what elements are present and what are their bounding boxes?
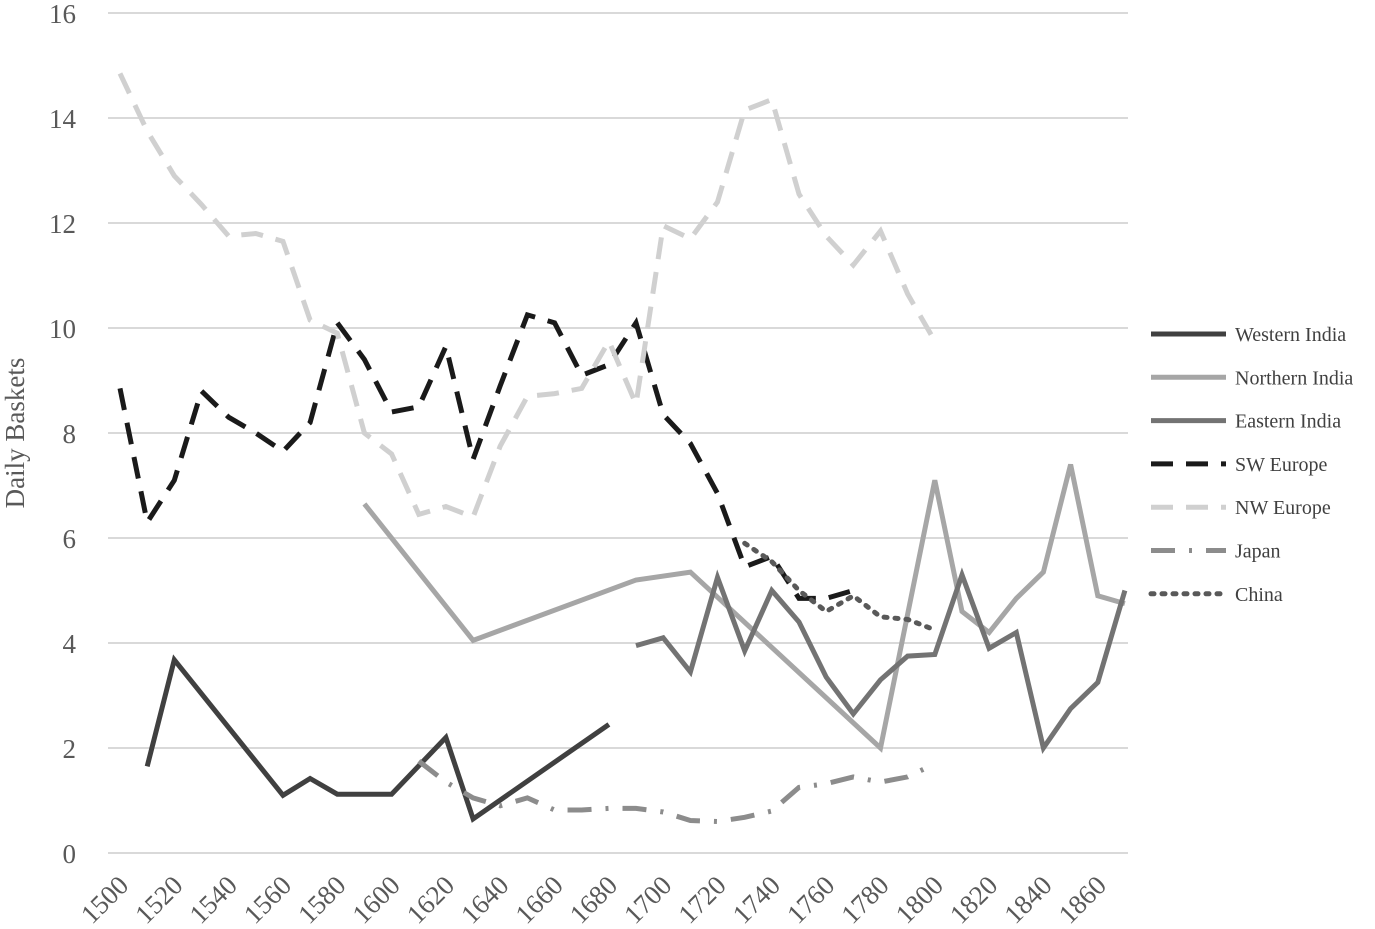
series-line: [144, 654, 611, 823]
y-tick-label: 6: [63, 524, 77, 554]
y-tick-label: 2: [63, 734, 77, 764]
x-tick-label: 1780: [835, 870, 894, 929]
series-line: [362, 463, 1126, 753]
series-line: [117, 311, 854, 601]
x-tick-label: 1740: [727, 870, 786, 929]
series-line: [742, 540, 938, 633]
y-tick-label: 10: [49, 314, 76, 344]
gridlines: [108, 12, 1128, 854]
legend-label: Japan: [1235, 541, 1281, 563]
y-tick-label: 4: [63, 629, 77, 659]
x-tick-label: 1800: [890, 870, 949, 929]
series-line: [635, 567, 1128, 755]
legend-label: NW Europe: [1235, 497, 1331, 519]
x-tick-label: 1520: [129, 870, 188, 929]
x-tick-label: 1720: [672, 870, 731, 929]
y-tick-label: 14: [49, 104, 77, 134]
y-axis-ticks: 0 2 4 6 8 10 12 14 16: [49, 0, 77, 869]
legend: Western India Northern India Eastern India…: [1148, 324, 1353, 606]
x-tick-label: 1540: [183, 870, 242, 929]
series-line: [417, 759, 936, 825]
x-tick-label: 1860: [1053, 870, 1112, 929]
x-tick-label: 1700: [618, 870, 677, 929]
x-tick-label: 1760: [781, 870, 840, 929]
series-line: [117, 72, 937, 521]
x-tick-label: 1820: [944, 870, 1003, 929]
legend-label: China: [1235, 584, 1283, 606]
y-axis-title: Daily Baskets: [0, 358, 30, 509]
y-tick-label: 12: [49, 209, 76, 239]
x-tick-label: 1620: [401, 870, 460, 929]
x-axis-ticks: 1500152015401560158016001620164016601680…: [75, 870, 1112, 929]
y-tick-label: 0: [63, 839, 77, 869]
plot-area: [117, 72, 1128, 825]
legend-label: Northern India: [1235, 367, 1353, 389]
x-tick-label: 1660: [509, 870, 568, 929]
x-tick-label: 1840: [998, 870, 1057, 929]
x-tick-label: 1560: [238, 870, 297, 929]
x-tick-label: 1500: [75, 870, 134, 929]
x-tick-label: 1680: [564, 870, 623, 929]
legend-label: Western India: [1235, 324, 1346, 346]
x-tick-label: 1580: [292, 870, 351, 929]
legend-label: SW Europe: [1235, 454, 1328, 476]
y-tick-label: 16: [49, 0, 76, 29]
x-tick-label: 1600: [346, 870, 405, 929]
legend-label: Eastern India: [1235, 411, 1341, 433]
x-tick-label: 1640: [455, 870, 514, 929]
y-tick-label: 8: [63, 419, 77, 449]
